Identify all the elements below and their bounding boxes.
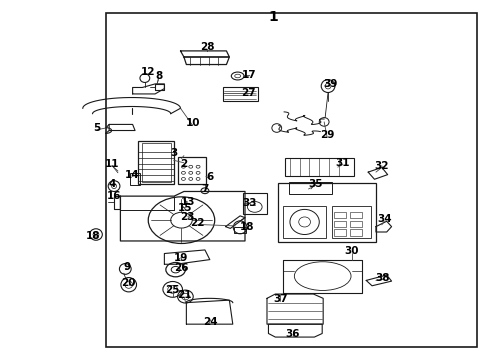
Bar <box>130 173 140 185</box>
Text: 18: 18 <box>86 231 101 240</box>
Text: 23: 23 <box>181 212 195 221</box>
Text: 9: 9 <box>123 262 130 272</box>
Text: 10: 10 <box>186 118 200 128</box>
Bar <box>106 13 477 347</box>
Text: 24: 24 <box>203 317 218 327</box>
Text: 6: 6 <box>206 172 214 182</box>
Text: 2: 2 <box>180 159 188 169</box>
Text: 38: 38 <box>375 273 390 283</box>
Text: 11: 11 <box>105 159 120 169</box>
Text: 7: 7 <box>201 184 209 194</box>
Bar <box>285 158 354 176</box>
Text: 37: 37 <box>273 294 288 304</box>
Text: 29: 29 <box>320 130 334 140</box>
Text: 31: 31 <box>336 158 350 168</box>
Bar <box>334 221 346 227</box>
Bar <box>334 229 346 236</box>
Text: 18: 18 <box>240 222 255 232</box>
Text: 27: 27 <box>242 88 256 98</box>
Text: 4: 4 <box>108 179 116 189</box>
Bar <box>234 226 246 233</box>
Text: 36: 36 <box>286 329 300 339</box>
Text: 12: 12 <box>141 67 155 77</box>
Text: 34: 34 <box>377 215 392 224</box>
Bar <box>243 193 267 214</box>
Text: 39: 39 <box>323 79 338 89</box>
Text: 33: 33 <box>243 198 257 208</box>
Bar <box>332 206 371 238</box>
Text: 19: 19 <box>173 253 188 263</box>
Text: 20: 20 <box>122 278 136 288</box>
Text: 8: 8 <box>155 71 162 81</box>
Text: 13: 13 <box>181 197 195 207</box>
Text: 15: 15 <box>178 203 193 213</box>
Text: 5: 5 <box>93 123 100 133</box>
Text: 1: 1 <box>268 10 278 24</box>
Bar <box>350 229 362 236</box>
Text: 16: 16 <box>107 191 122 201</box>
Text: 21: 21 <box>177 291 192 301</box>
Bar <box>283 206 326 238</box>
Text: 14: 14 <box>125 170 140 180</box>
Bar <box>139 141 173 184</box>
Bar <box>350 212 362 218</box>
Text: 17: 17 <box>242 70 256 80</box>
Text: 28: 28 <box>199 42 214 51</box>
Text: 25: 25 <box>166 285 180 295</box>
Bar <box>289 182 332 194</box>
Text: 3: 3 <box>171 148 178 158</box>
Bar <box>177 157 206 184</box>
Text: 26: 26 <box>174 263 189 273</box>
Text: 35: 35 <box>309 179 323 189</box>
Bar <box>222 87 258 101</box>
Text: 22: 22 <box>190 218 205 228</box>
Bar <box>350 221 362 227</box>
Text: 30: 30 <box>344 246 359 256</box>
Bar <box>143 143 171 182</box>
Text: 32: 32 <box>374 161 389 171</box>
Bar <box>334 212 346 218</box>
Bar <box>278 183 376 242</box>
